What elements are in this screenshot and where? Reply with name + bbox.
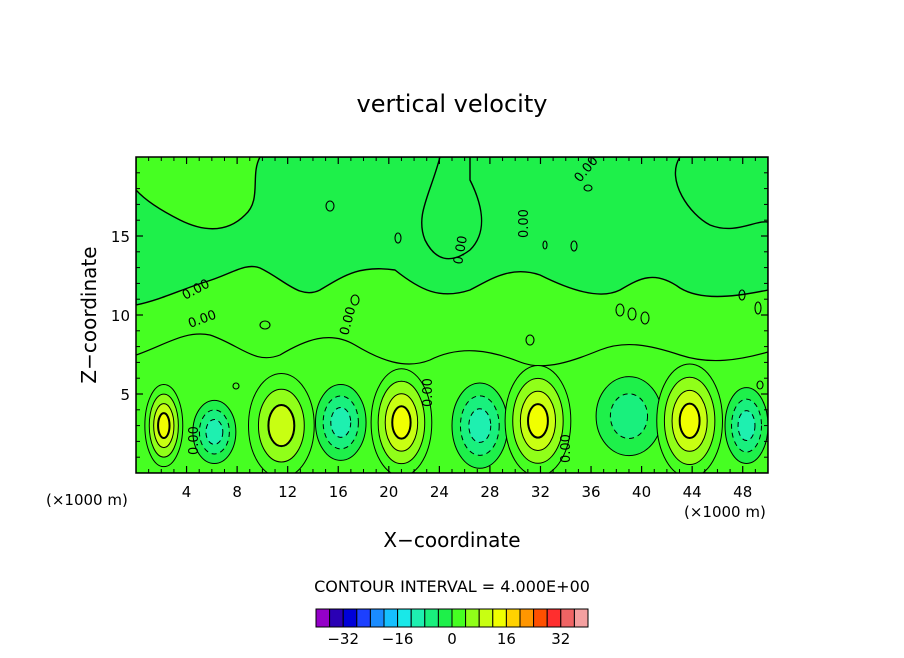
colorbar-label: 16 bbox=[497, 630, 516, 648]
x-unit-label-left: (×1000 m) bbox=[46, 491, 128, 509]
colorbar-swatch bbox=[505, 608, 521, 628]
contour-label: 0.00 bbox=[517, 209, 532, 238]
colorbar-swatch bbox=[342, 608, 358, 628]
y-tick-label: 10 bbox=[111, 307, 130, 325]
convective-cell-contour bbox=[468, 408, 492, 443]
x-tick-label: 16 bbox=[329, 483, 348, 501]
convective-cell-contour bbox=[678, 402, 701, 440]
x-tick-label: 28 bbox=[480, 483, 499, 501]
plot-area: 0.00 0.00 0.00 0.00 0.00 0.00 0.00 0.00 … bbox=[136, 157, 768, 473]
x-axis-title: X−coordinate bbox=[383, 528, 520, 552]
x-tick-label: 20 bbox=[379, 483, 398, 501]
contour-label: 0.00 bbox=[187, 426, 202, 455]
colorbar-swatch bbox=[492, 608, 507, 628]
colorbar-label: −32 bbox=[327, 630, 359, 648]
x-tick-label: 40 bbox=[632, 483, 651, 501]
convective-cell-contour bbox=[609, 393, 649, 439]
colorbar-swatch bbox=[451, 608, 467, 628]
colorbar-label: −16 bbox=[382, 630, 414, 648]
colorbar-swatch bbox=[560, 608, 575, 628]
x-tick-label: 4 bbox=[182, 483, 192, 501]
colorbar-label: 32 bbox=[551, 630, 570, 648]
convective-cell-contour bbox=[157, 412, 171, 440]
contour-label: 0.00 bbox=[451, 235, 471, 266]
convective-cell-contour bbox=[267, 404, 296, 448]
contour-label: 0.00 bbox=[559, 434, 574, 463]
colorbar-swatch bbox=[546, 608, 562, 628]
y-tick-label: 15 bbox=[111, 228, 130, 246]
x-tick-label: 32 bbox=[531, 483, 550, 501]
x-tick-label: 36 bbox=[581, 483, 600, 501]
convective-cell-contour bbox=[205, 418, 224, 445]
x-tick-label: 8 bbox=[232, 483, 242, 501]
colorbar-label: 0 bbox=[447, 630, 457, 648]
colorbar-swatch bbox=[383, 608, 399, 628]
x-axis: 4 8 12 16 20 24 28 32 36 40 44 48 bbox=[148, 157, 756, 501]
convective-cell-contour bbox=[391, 405, 412, 440]
colorbar-swatch bbox=[410, 608, 426, 628]
colorbar-swatch bbox=[478, 608, 494, 628]
small-contour-loops bbox=[232, 184, 764, 390]
convective-cell-contour bbox=[527, 403, 549, 439]
x-unit-label-right: (×1000 m) bbox=[684, 503, 766, 521]
x-tick-label: 24 bbox=[430, 483, 449, 501]
colorbar-swatch bbox=[356, 608, 371, 628]
colorbar-swatch bbox=[329, 608, 344, 628]
contour-interval-text: CONTOUR INTERVAL = 4.000E+00 bbox=[314, 577, 590, 596]
colorbar-swatch bbox=[424, 608, 439, 628]
convective-cell-contour bbox=[737, 410, 756, 442]
contour-label: 0.00 bbox=[421, 378, 436, 407]
colorbar: −32 −16 0 16 32 bbox=[315, 608, 589, 648]
chart-title: vertical velocity bbox=[357, 90, 548, 118]
colorbar-swatch bbox=[519, 608, 535, 628]
x-tick-label: 48 bbox=[733, 483, 752, 501]
colorbar-swatch bbox=[437, 608, 453, 628]
colorbar-swatch bbox=[315, 608, 331, 628]
contour-band-low bbox=[136, 157, 768, 306]
x-tick-label: 44 bbox=[683, 483, 702, 501]
y-axis-title: Z−coordinate bbox=[77, 246, 101, 383]
y-axis: 5 10 15 bbox=[111, 172, 768, 458]
y-tick-label: 5 bbox=[120, 386, 130, 404]
colorbar-swatch bbox=[369, 608, 385, 628]
x-tick-label: 12 bbox=[278, 483, 297, 501]
contour-label: 0.00 bbox=[337, 305, 359, 337]
colorbar-swatch bbox=[465, 608, 480, 628]
colorbar-swatch bbox=[533, 608, 548, 628]
convective-cells bbox=[144, 363, 768, 473]
convective-cell-contour bbox=[330, 407, 352, 438]
colorbar-swatch bbox=[397, 608, 412, 628]
colorbar-swatch bbox=[573, 608, 589, 628]
